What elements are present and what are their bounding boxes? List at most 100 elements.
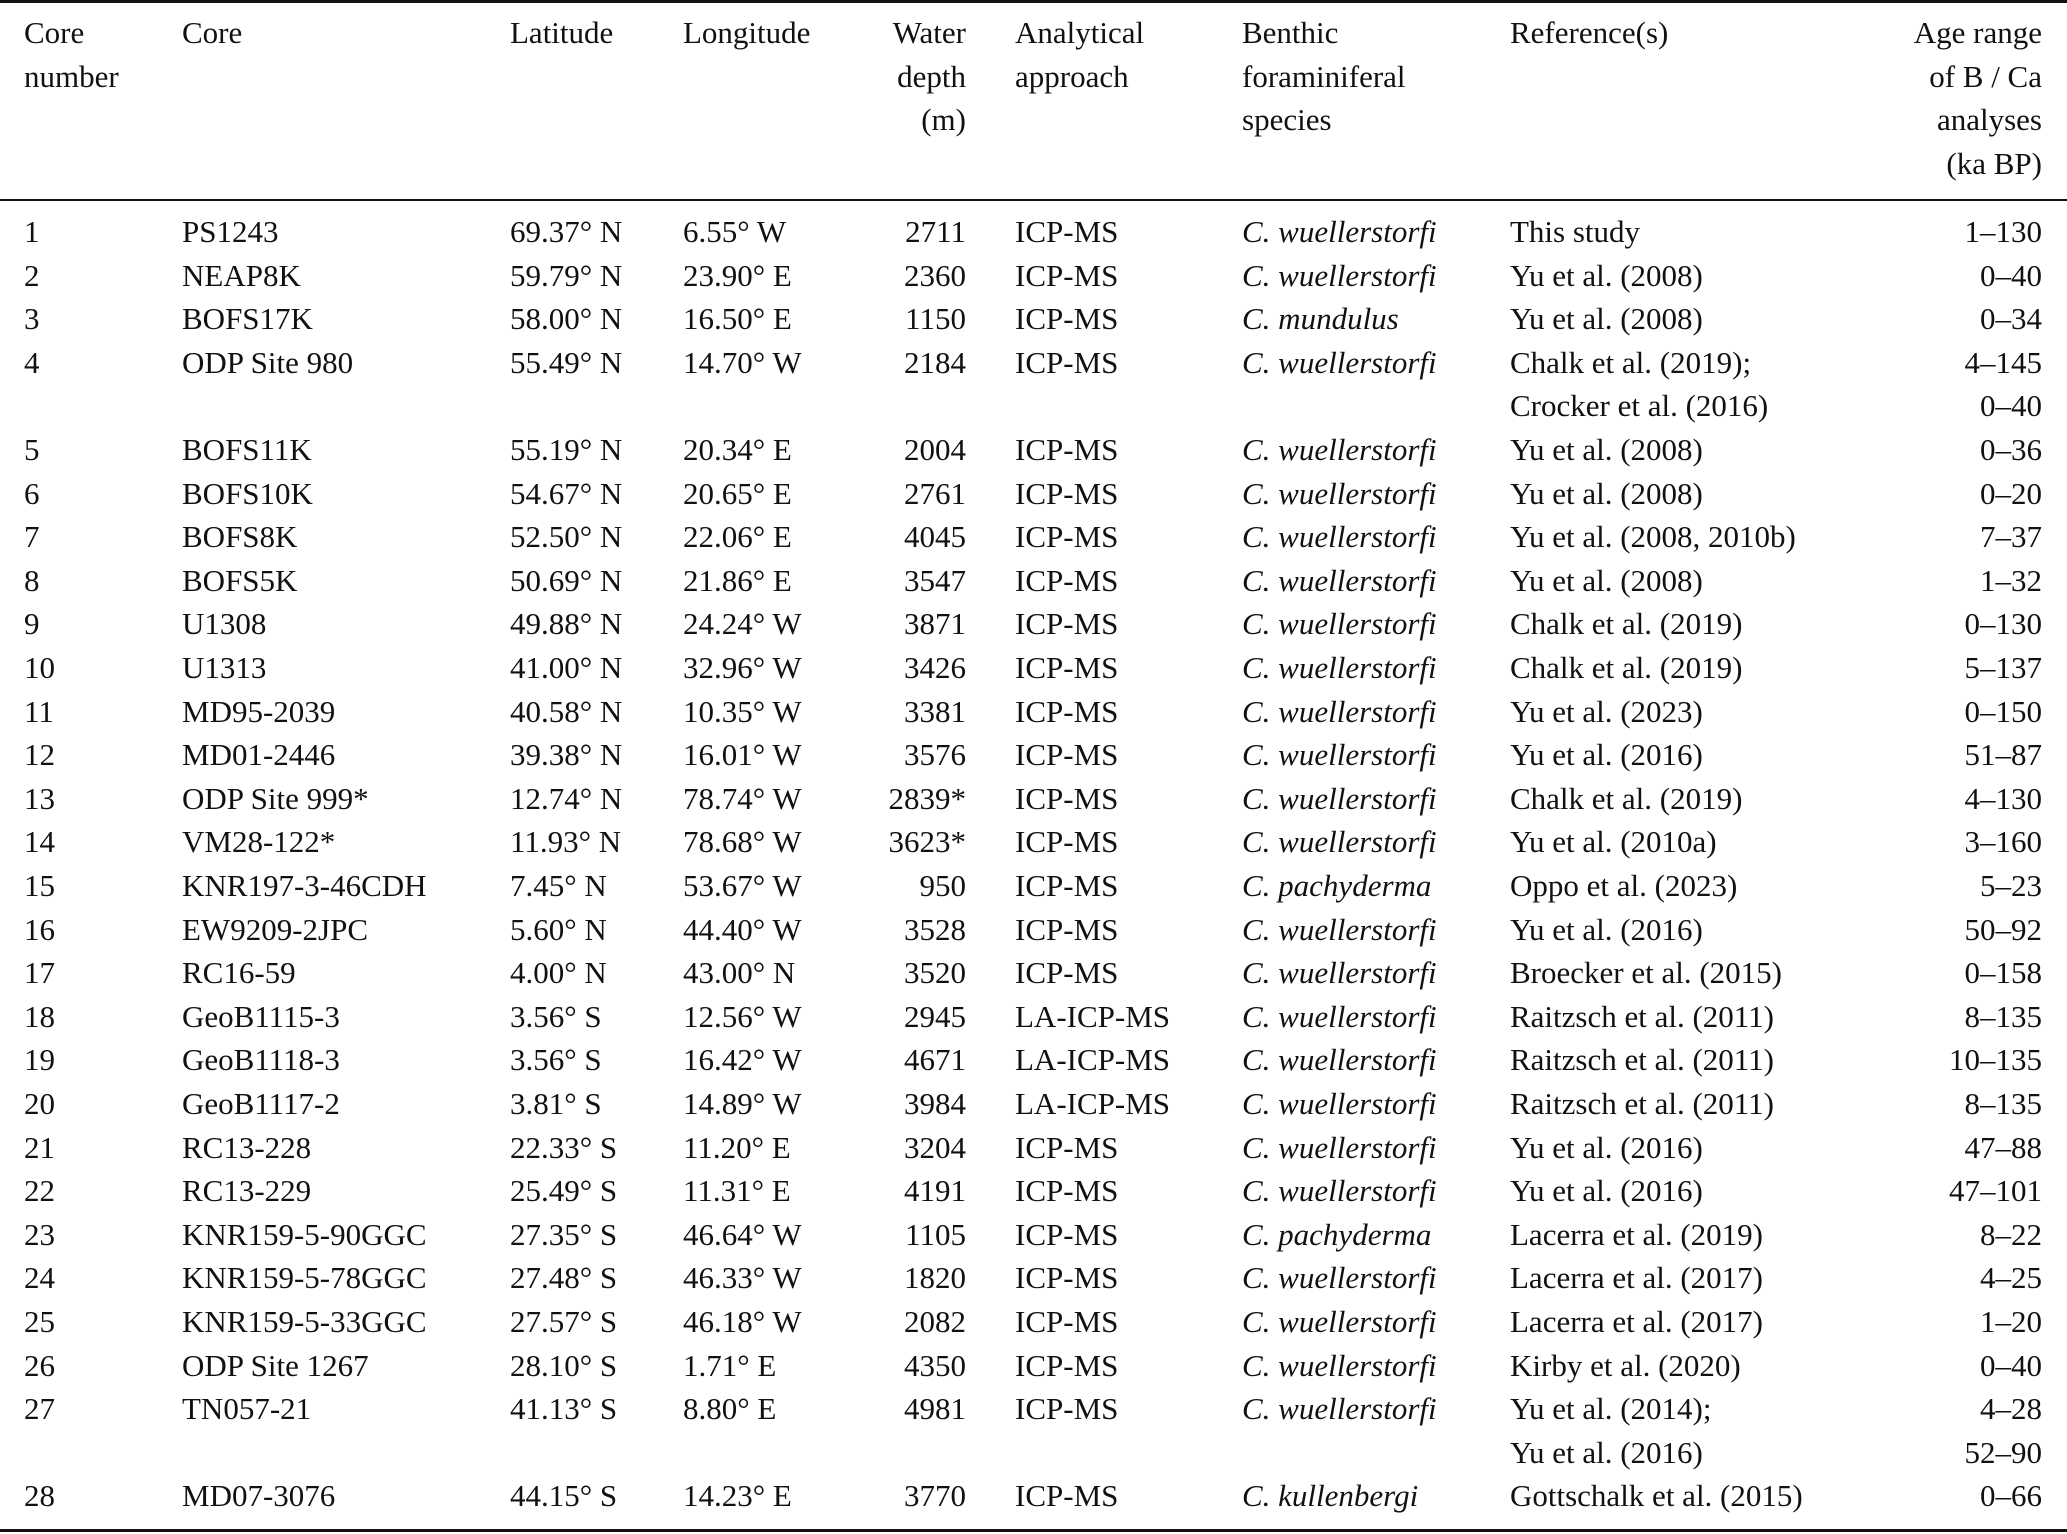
table-cell: C. pachyderma [1242,1216,1432,1252]
table-cell: ICP-MS [1015,1260,1119,1296]
table-cell: 51–87 [1964,737,2043,773]
table-cell: 27.57° S [510,1304,618,1339]
table-cell: RC16-59 [182,955,296,991]
table-cell: 4–25 [1980,1260,2042,1296]
header-rule [0,199,2067,201]
table-cell: 10–135 [1949,1042,2042,1078]
table-cell: GeoB1115-3 [182,998,340,1034]
table-cell: 4–130 [1964,780,2043,816]
table-cell: C. wuellerstorfi [1242,344,1437,380]
table-cell: C. wuellerstorfi [1242,606,1437,642]
table-cell: 0–66 [1980,1478,2042,1514]
header-cell: depth [897,58,966,94]
table-cell: 3204 [904,1129,966,1165]
header-cell: analyses [1936,102,2042,138]
table-cell: MD95-2039 [182,693,336,729]
table-cell: KNR159-5-78GGC [182,1260,427,1296]
table-cell: Chalk et al. (2019) [1510,650,1743,685]
table-cell: 41.00° N [510,650,623,685]
table-cell: 32.96° W [683,650,802,685]
table-cell: BOFS5K [182,562,298,598]
table-cell: C. mundulus [1242,301,1399,337]
table-cell: Yu et al. (2008) [1510,562,1703,598]
table-cell: 2839* [888,780,967,816]
table-cell: Lacerra et al. (2017) [1510,1304,1764,1339]
table-cell: 5.60° N [510,911,607,947]
table-cell: 58.00° N [510,301,623,337]
table-cell: C. wuellerstorfi [1242,214,1437,249]
header-cell: number [24,58,119,94]
table-cell: C. wuellerstorfi [1242,1304,1437,1339]
table-cell: 16.42° W [683,1042,802,1078]
table-cell: Lacerra et al. (2019) [1510,1216,1764,1252]
table-cell: 19 [24,1042,55,1078]
table-cell: 11.20° E [683,1129,791,1165]
header-cell: of B / Ca [1929,58,2042,94]
header-cell: species [1242,102,1332,138]
table-cell: ICP-MS [1015,911,1119,947]
table-cell: 13 [24,780,55,816]
table-cell: GeoB1118-3 [182,1042,340,1078]
table-cell: 47–88 [1964,1129,2043,1165]
table-cell: Yu et al. (2008) [1510,475,1703,511]
table-cell: 46.18° W [683,1304,802,1339]
table-cell: ICP-MS [1015,344,1119,380]
table-cell: 2945 [904,998,966,1034]
table-cell: C. wuellerstorfi [1242,257,1437,293]
table-cell: C. kullenbergi [1242,1478,1419,1514]
table-cell: 3770 [904,1478,966,1514]
table-cell: 12.74° N [510,780,623,816]
table-cell: 14.70° W [683,344,802,380]
table-cell: 16.01° W [683,737,802,773]
table-cell: 55.19° N [510,432,623,467]
table-cell: ICP-MS [1015,780,1119,816]
table-cell: C. wuellerstorfi [1242,1086,1437,1121]
table-cell: 4 [24,344,40,380]
table-cell: 4–28 [1980,1391,2042,1427]
table-cell: EW9209-2JPC [182,911,368,947]
table-cell: LA-ICP-MS [1015,998,1171,1034]
table-cell: 4981 [904,1391,966,1427]
table-cell: MD01-2446 [182,737,336,773]
table-cell: 3 [24,301,40,337]
table-cell: 0–158 [1964,955,2043,991]
table-cell: 1–130 [1964,214,2043,249]
table-cell: 43.00° N [683,955,796,991]
table-cell: 22.06° E [683,519,792,555]
table-cell: 50.69° N [510,562,623,598]
table-cell: Raitzsch et al. (2011) [1510,1086,1774,1121]
table-cell: ICP-MS [1015,1391,1119,1427]
table-cell: Yu et al. (2008) [1510,301,1703,337]
table-cell: ICP-MS [1015,1478,1119,1514]
table-cell: 2184 [904,344,966,380]
header-cell: Longitude [683,15,811,50]
table-cell: C. wuellerstorfi [1242,737,1437,773]
table-cell: 0–36 [1980,432,2042,467]
table-cell: Chalk et al. (2019) [1510,606,1743,642]
table-cell: 4.00° N [510,955,607,991]
table-cell: 12 [24,737,55,773]
table-cell: 78.68° W [683,824,802,860]
table-cell: 3–160 [1964,824,2043,860]
table-cell: ICP-MS [1015,868,1119,903]
table-cell: ICP-MS [1015,650,1119,685]
table-cell: Gottschalk et al. (2015) [1510,1478,1803,1514]
table-cell: U1313 [182,650,267,685]
table-cell: Yu et al. (2008, 2010b) [1510,519,1796,555]
table-cell: 25.49° S [510,1173,618,1209]
table-cell: Broecker et al. (2015) [1510,955,1782,991]
table-cell: 3871 [904,606,966,642]
table-cell: C. wuellerstorfi [1242,1173,1437,1209]
table-cell: 4671 [904,1042,966,1078]
table-cell: 16 [24,911,55,947]
table-cell: Yu et al. (2016) [1510,1129,1703,1165]
table-cell: Yu et al. (2016) [1510,911,1703,947]
table-cell: RC13-228 [182,1129,312,1165]
table-cell: 21.86° E [683,562,792,598]
table-cell: 1.71° E [683,1347,777,1383]
table-cell: Oppo et al. (2023) [1510,868,1738,903]
table-cell: C. wuellerstorfi [1242,1129,1437,1165]
table-cell: VM28-122* [182,824,336,860]
table-cell: Yu et al. (2016) [1510,737,1703,773]
table-cell: ICP-MS [1015,214,1119,249]
